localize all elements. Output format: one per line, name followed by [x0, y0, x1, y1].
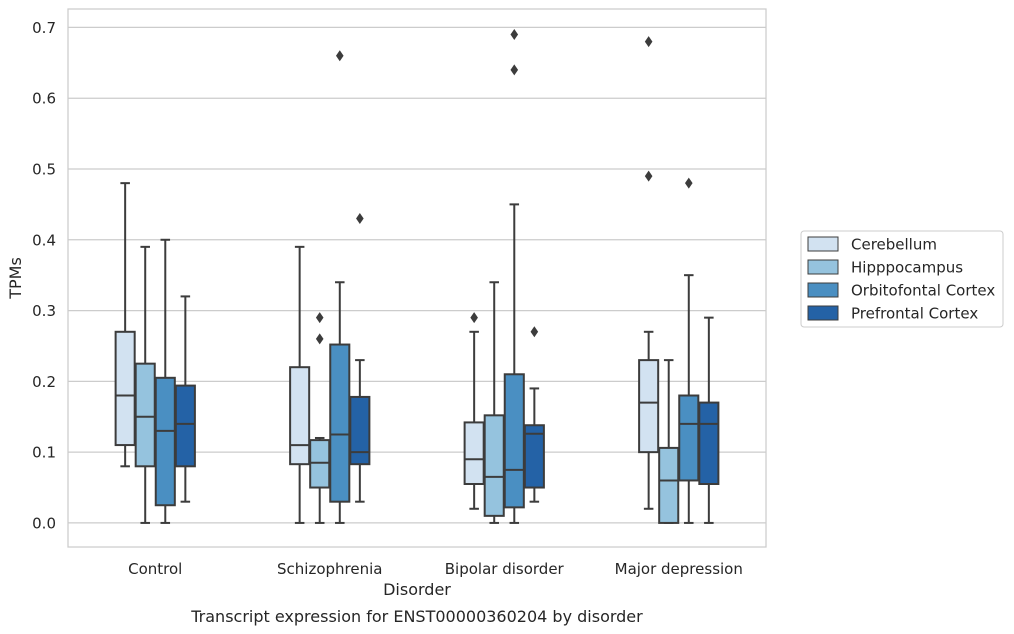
- x-tick-label: Bipolar disorder: [445, 560, 565, 578]
- iqr-box: [483, 414, 505, 517]
- x-axis-label: Disorder: [383, 580, 451, 599]
- y-tick-label: 0.1: [32, 444, 56, 462]
- iqr-box: [503, 373, 525, 509]
- box-cerebellum: [289, 245, 311, 524]
- iqr-box: [309, 439, 331, 489]
- iqr-box: [134, 362, 156, 468]
- legend-swatch: [807, 236, 839, 252]
- legend-label: Hipppocampus: [851, 259, 963, 277]
- iqr-box: [174, 384, 196, 468]
- iqr-box: [349, 395, 371, 466]
- x-tick-label: Control: [128, 560, 182, 578]
- y-tick-label: 0.3: [32, 302, 56, 320]
- outlier-point: [644, 36, 653, 48]
- box-cerebellum: [638, 36, 660, 510]
- iqr-box: [289, 366, 311, 466]
- outlier-point: [530, 326, 539, 338]
- box-hipppocampus: [134, 245, 156, 524]
- legend-label: Prefrontal Cortex: [851, 305, 978, 323]
- legend: Cerebellum Hipppocampus Orbitofontal Corte…: [800, 230, 1004, 328]
- box-orbitofontal-cortex: [329, 50, 351, 524]
- legend-swatch: [807, 305, 839, 321]
- box-orbitofontal-cortex: [678, 177, 700, 524]
- y-tick-label: 0.0: [32, 514, 56, 532]
- outlier-point: [644, 170, 653, 182]
- box-prefrontal-cortex: [523, 326, 545, 503]
- iqr-box: [638, 359, 660, 454]
- x-tick-labels: Control Schizophrenia Bipolar disorder Majo…: [128, 560, 743, 578]
- y-tick-labels: 0.0 0.1 0.2 0.3 0.4 0.5 0.6 0.7: [32, 19, 56, 533]
- legend-label: Orbitofontal Cortex: [851, 282, 995, 300]
- outlier-point: [510, 28, 519, 40]
- plot-frame: [67, 8, 767, 548]
- outlier-point: [315, 312, 324, 324]
- box-hipppocampus: [658, 359, 680, 524]
- box-series: [114, 28, 720, 524]
- legend-items: Cerebellum Hipppocampus Orbitofontal Corte…: [807, 236, 995, 323]
- outlier-point: [470, 312, 478, 324]
- legend-swatch: [807, 259, 839, 275]
- legend-swatch: [807, 282, 839, 298]
- outlier-point: [335, 50, 344, 62]
- box-hipppocampus: [309, 312, 331, 524]
- x-tick-label: Schizophrenia: [277, 560, 382, 578]
- iqr-box: [154, 376, 176, 507]
- figure-caption: Transcript expression for ENST0000036020…: [190, 607, 643, 626]
- y-tick-label: 0.2: [32, 373, 56, 391]
- y-tick-label: 0.5: [32, 160, 56, 178]
- y-tick-label: 0.6: [32, 90, 56, 108]
- box-hipppocampus: [483, 281, 505, 524]
- iqr-box: [523, 424, 545, 489]
- outlier-point: [684, 177, 693, 189]
- iqr-box: [698, 401, 720, 485]
- box-prefrontal-cortex: [349, 213, 371, 503]
- outlier-point: [510, 64, 519, 76]
- box-orbitofontal-cortex: [503, 28, 525, 524]
- outlier-point: [356, 213, 364, 225]
- y-axis-label: TPMs: [6, 257, 25, 300]
- box-orbitofontal-cortex: [154, 238, 176, 524]
- box-cerebellum: [114, 182, 136, 468]
- iqr-box: [678, 394, 700, 482]
- outlier-point: [315, 333, 324, 345]
- box-prefrontal-cortex: [174, 295, 196, 503]
- legend-label: Cerebellum: [851, 236, 937, 254]
- y-tick-label: 0.7: [32, 19, 56, 37]
- box-cerebellum: [463, 312, 485, 510]
- iqr-box: [329, 343, 351, 503]
- y-tick-label: 0.4: [32, 231, 56, 249]
- box-prefrontal-cortex: [698, 316, 720, 524]
- x-tick-label: Major depression: [615, 560, 743, 578]
- iqr-box: [114, 330, 136, 447]
- iqr-box: [658, 446, 680, 524]
- legend-frame: [800, 230, 1004, 328]
- iqr-box: [463, 421, 485, 485]
